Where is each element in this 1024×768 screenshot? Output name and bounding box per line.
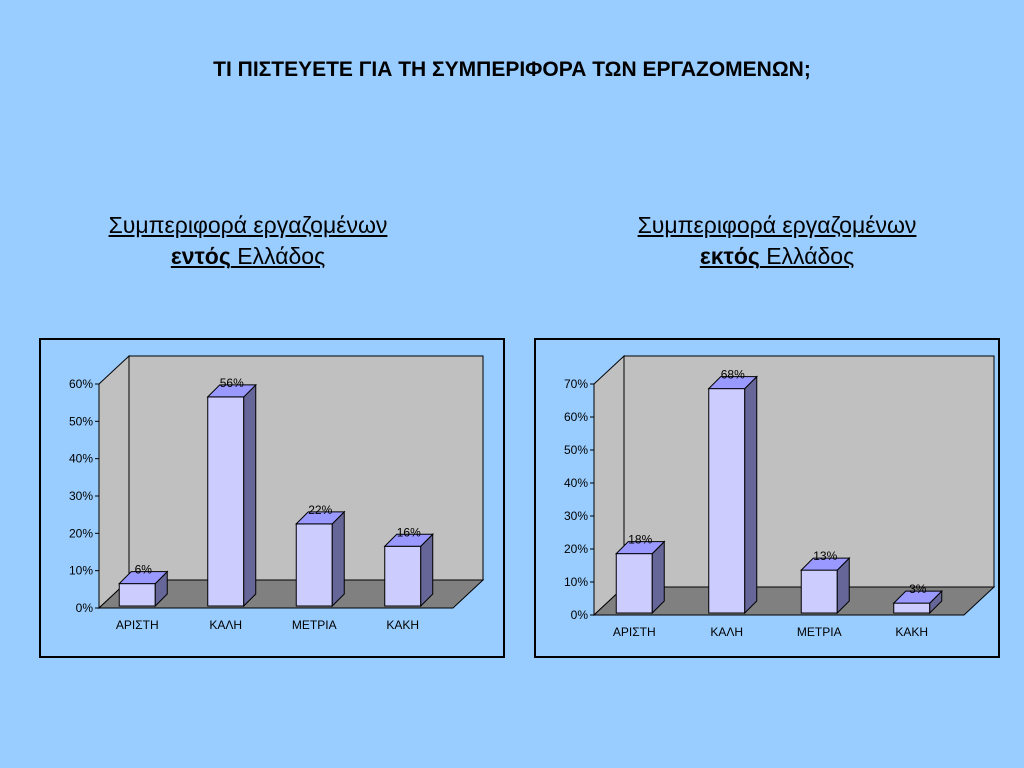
left-chart-side-wall xyxy=(98,354,130,610)
left-chart-value-label: 6% xyxy=(135,563,153,577)
left-chart-value-label: 22% xyxy=(308,503,332,517)
left-chart-bar-top xyxy=(383,533,434,547)
left-chart-value-label: 56% xyxy=(220,376,244,390)
right-chart-category-label: ΑΡΙΣΤΗ xyxy=(613,625,656,639)
left-chart-category-label: ΚΑΛΗ xyxy=(209,618,242,632)
left-chart-bar-side xyxy=(243,383,257,608)
left-chart-bar-top xyxy=(295,511,346,525)
right-subtitle-rest: Ελλάδος xyxy=(759,243,855,269)
left-chart-y-tick-label: 40% xyxy=(69,452,93,466)
right-subtitle-line1: Συμπεριφορά εργαζομένων xyxy=(637,212,917,238)
right-chart-y-tick-label: 0% xyxy=(571,608,589,622)
left-chart-y-tick-label: 30% xyxy=(69,489,93,503)
right-chart-bar-side xyxy=(744,375,758,615)
right-chart-bar xyxy=(800,569,838,614)
left-chart-bar-top xyxy=(206,384,257,398)
left-subtitle-line1: Συμπεριφορά εργαζομένων xyxy=(108,212,388,238)
right-chart-bar xyxy=(615,553,653,614)
right-chart-back-wall xyxy=(623,355,995,588)
right-chart-value-label: 13% xyxy=(813,549,837,563)
left-chart-category-label: ΜΕΤΡΙΑ xyxy=(292,618,337,632)
left-chart-y-tick-label: 20% xyxy=(69,526,93,540)
left-chart-y-tick-label: 50% xyxy=(69,414,93,428)
right-chart-y-tick-label: 10% xyxy=(564,575,588,589)
left-chart-y-tick-label: 10% xyxy=(69,564,93,578)
right-subtitle-bold-word: εκτός xyxy=(699,243,760,269)
right-chart-category-label: ΜΕΤΡΙΑ xyxy=(797,625,842,639)
left-chart-bar xyxy=(207,396,245,607)
right-chart-value-label: 68% xyxy=(721,368,745,382)
right-chart-bar-top xyxy=(892,590,943,604)
left-chart-frame: 0% 10% 20% 30% 40% 50% 60% 6% ΑΡΙΣΤΗ 56% ΚΑΛΗ 22% ΜΕ… xyxy=(39,338,505,658)
left-chart-subtitle: Συμπεριφορά εργαζομένων εντός Ελλάδος xyxy=(38,210,458,272)
left-subtitle-rest: Ελλάδος xyxy=(230,243,326,269)
right-chart-y-tick-label: 60% xyxy=(564,410,588,424)
right-chart-frame: 0% 10% 20% 30% 40% 50% 60% 70% 18% ΑΡΙΣΤΗ 68% ΚΑΛΗ 1… xyxy=(534,338,1000,658)
right-chart-bar-top xyxy=(800,557,851,571)
right-chart-y-tick-label: 70% xyxy=(564,377,588,391)
right-chart-y-tick-label: 50% xyxy=(564,443,588,457)
right-chart-bar xyxy=(893,602,931,614)
right-chart-y-tick-label: 20% xyxy=(564,542,588,556)
left-chart-y-tick-label: 0% xyxy=(76,601,94,615)
right-chart-y-tick-label: 40% xyxy=(564,476,588,490)
right-chart-y-tick-label: 30% xyxy=(564,509,588,523)
left-chart-value-label: 16% xyxy=(397,525,421,539)
left-chart-y-tick-label: 60% xyxy=(69,377,93,391)
page-title: ΤΙ ΠΙΣΤΕΥΕΤΕ ΓΙΑ ΤΗ ΣΥΜΠΕΡΙΦΟΡΑ ΤΩΝ ΕΡΓΑ… xyxy=(213,58,811,81)
left-chart-bar xyxy=(384,545,422,607)
left-chart-bar xyxy=(118,583,156,607)
left-chart-bar-top xyxy=(118,571,169,585)
right-chart-category-label: ΚΑΛΗ xyxy=(710,625,743,639)
right-bar-chart: 0% 10% 20% 30% 40% 50% 60% 70% 18% ΑΡΙΣΤΗ 68% ΚΑΛΗ 1… xyxy=(564,354,996,639)
right-chart-category-label: ΚΑΚΗ xyxy=(895,625,928,639)
left-subtitle-bold-word: εντός xyxy=(170,243,231,269)
right-chart-subtitle: Συμπεριφορά εργαζομένων εκτός Ελλάδος xyxy=(567,210,987,272)
right-chart-bar-top xyxy=(615,541,666,555)
left-chart-bar xyxy=(295,523,333,607)
left-chart-category-label: ΚΑΚΗ xyxy=(386,618,419,632)
right-chart-value-label: 18% xyxy=(628,533,652,547)
right-chart-bar-top xyxy=(707,376,758,390)
right-chart-value-label: 3% xyxy=(909,582,927,596)
left-bar-chart: 0% 10% 20% 30% 40% 50% 60% 6% ΑΡΙΣΤΗ 56% ΚΑΛΗ 22% ΜΕ… xyxy=(69,354,485,632)
left-chart-category-label: ΑΡΙΣΤΗ xyxy=(116,618,159,632)
right-chart-bar xyxy=(708,388,746,614)
left-chart-bar-side xyxy=(331,510,345,608)
